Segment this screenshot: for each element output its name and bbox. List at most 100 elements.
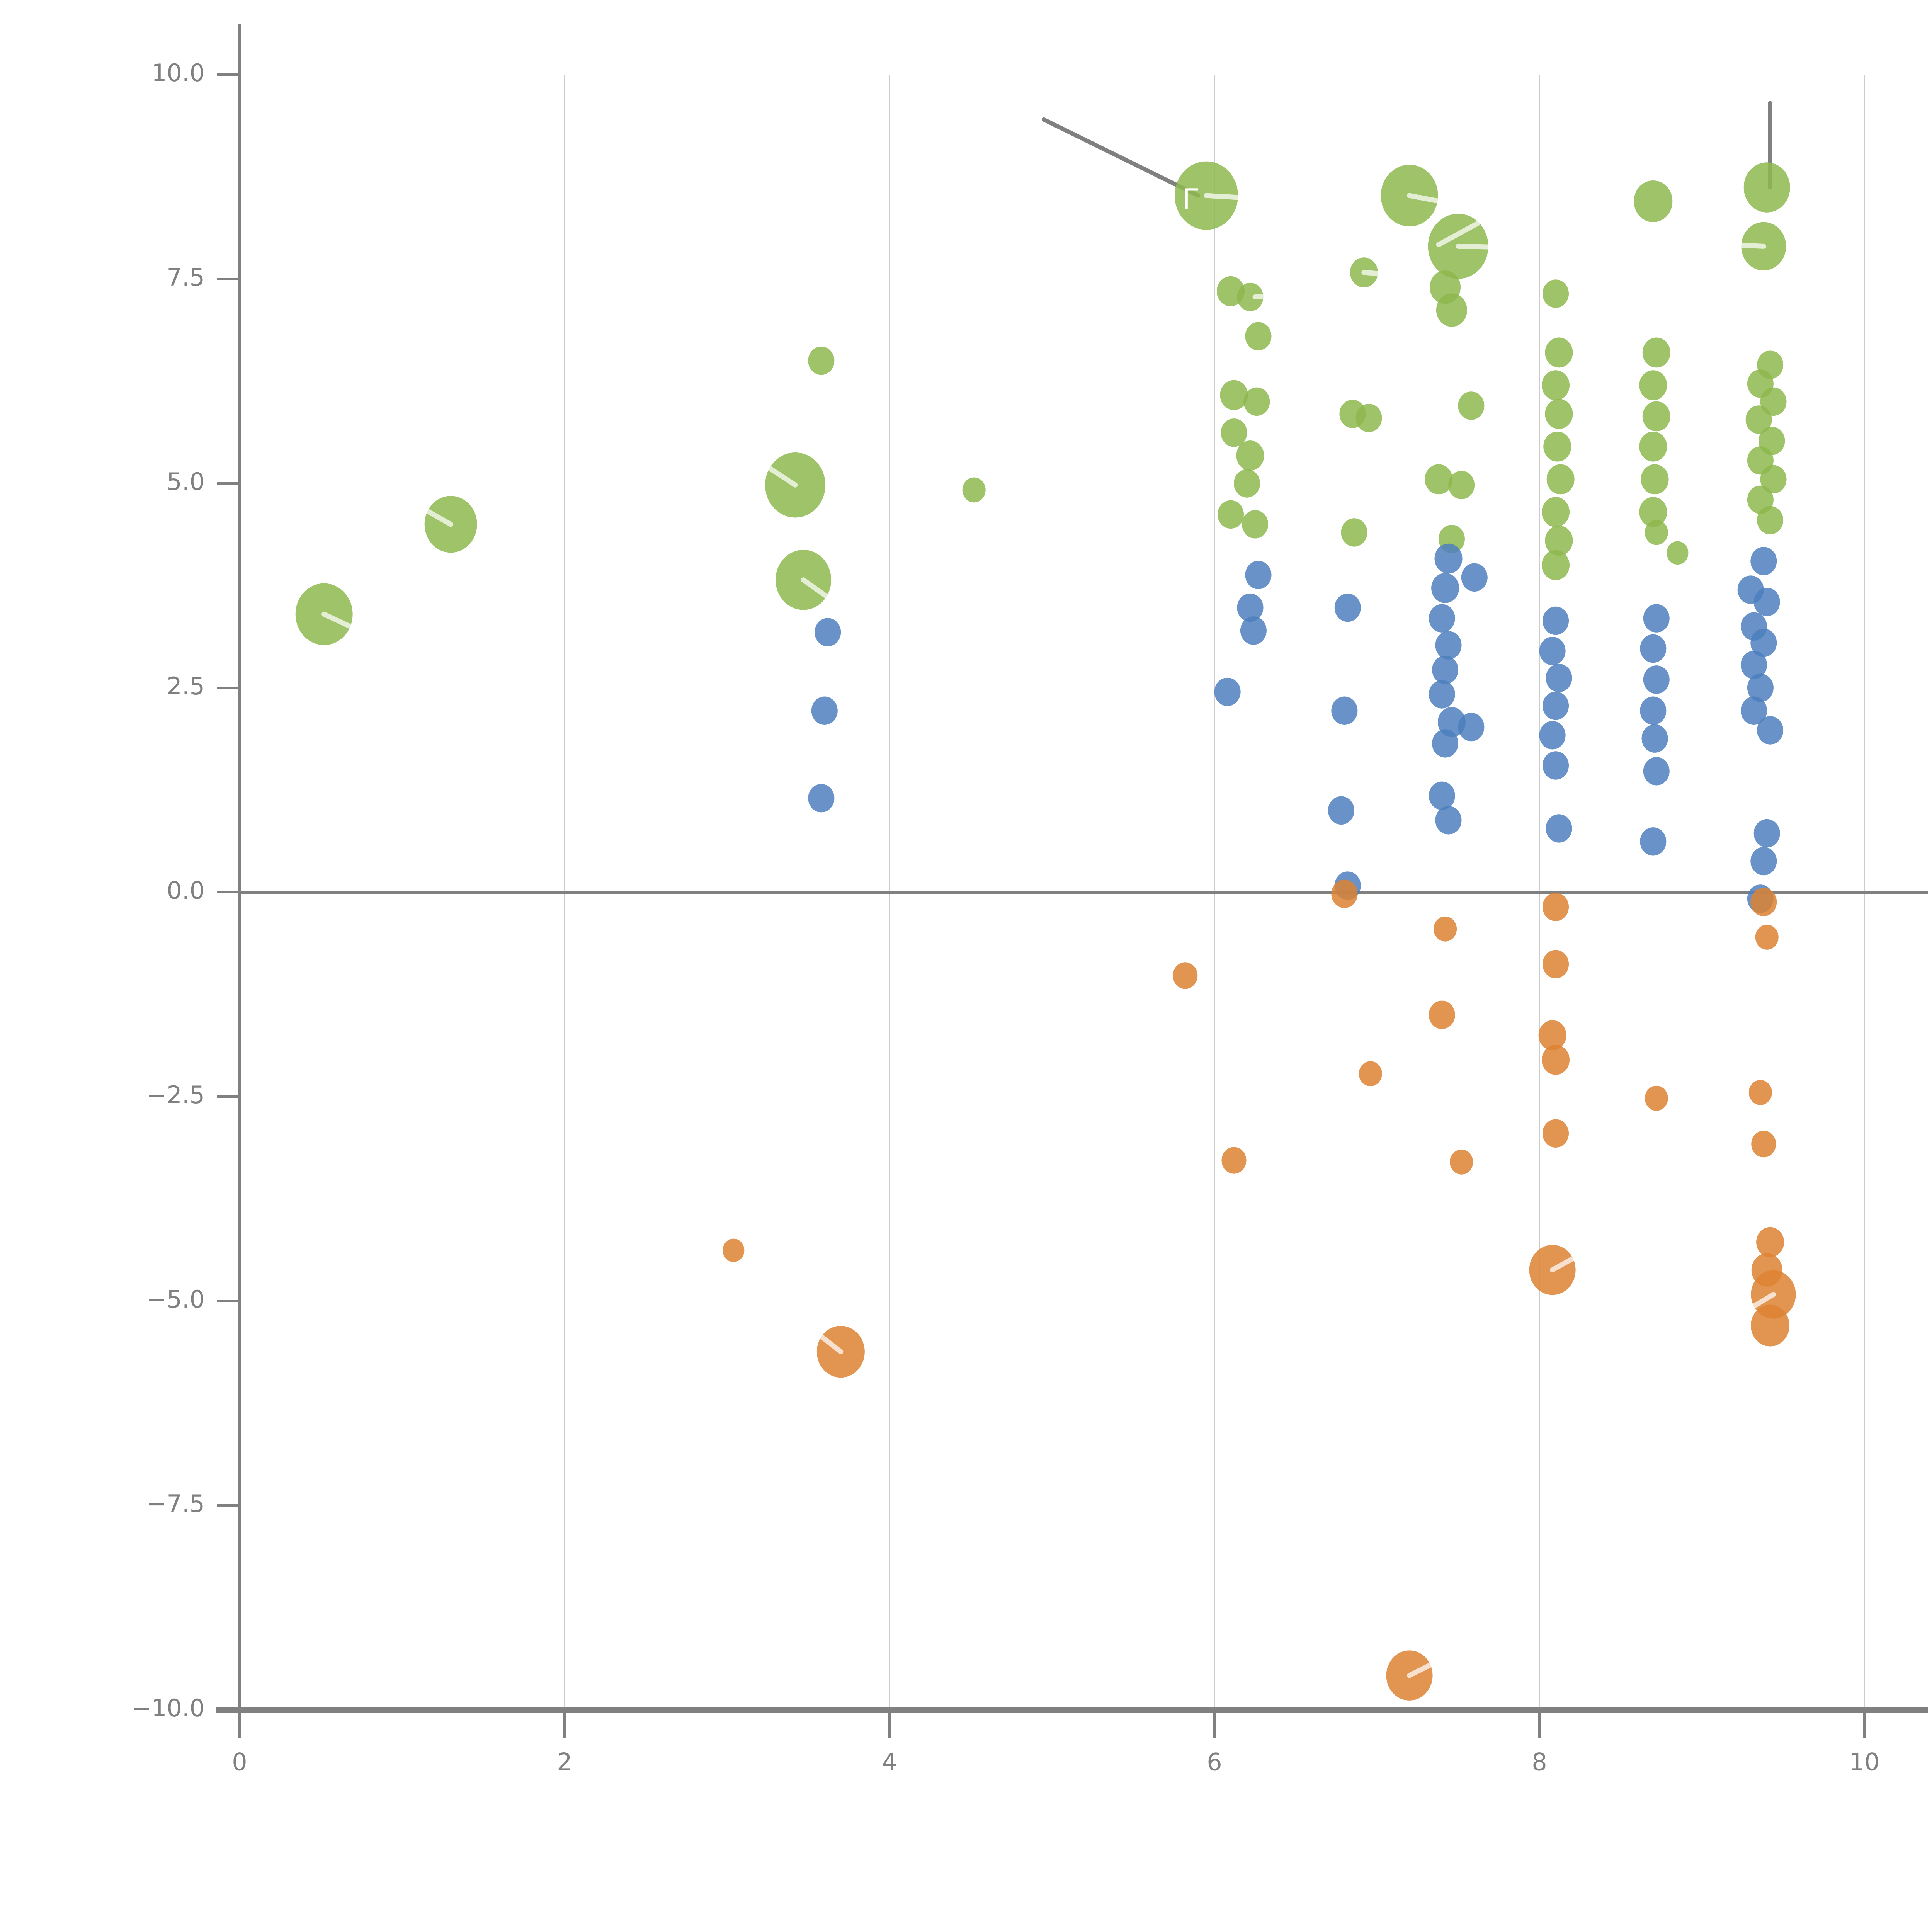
data-point-blue[interactable]: [808, 784, 835, 813]
data-point-orange[interactable]: [1538, 1020, 1566, 1051]
data-point-blue[interactable]: [1753, 588, 1780, 616]
data-point-blue[interactable]: [1429, 781, 1455, 810]
data-point-orange[interactable]: [723, 1238, 745, 1262]
data-point-green[interactable]: [1743, 162, 1790, 213]
data-point-blue[interactable]: [1328, 796, 1354, 825]
data-point-green[interactable]: [1634, 180, 1673, 222]
data-point-blue[interactable]: [1539, 637, 1566, 665]
data-point-blue[interactable]: [1543, 606, 1569, 635]
data-point-blue[interactable]: [1641, 724, 1668, 753]
data-point-green[interactable]: [1234, 469, 1260, 498]
data-point-green[interactable]: [1645, 520, 1668, 545]
data-point-green[interactable]: [1542, 497, 1570, 527]
data-point-blue[interactable]: [1640, 827, 1667, 856]
data-point-green[interactable]: [1237, 282, 1264, 311]
data-point-blue[interactable]: [1214, 677, 1241, 706]
data-point-blue[interactable]: [1643, 604, 1670, 633]
data-point-blue[interactable]: [1543, 691, 1569, 720]
data-point-green[interactable]: [1667, 541, 1689, 565]
data-point-green[interactable]: [1543, 279, 1569, 308]
data-point-blue[interactable]: [1546, 814, 1572, 843]
data-point-orange[interactable]: [1331, 879, 1358, 908]
data-point-green[interactable]: [1218, 500, 1244, 529]
data-point-orange[interactable]: [1751, 1304, 1790, 1347]
data-point-green[interactable]: [1242, 510, 1269, 539]
data-point-green[interactable]: [1641, 464, 1669, 495]
data-point-blue[interactable]: [1750, 628, 1777, 657]
data-point-blue[interactable]: [1741, 651, 1767, 679]
data-point-blue[interactable]: [1741, 696, 1767, 725]
data-point-green[interactable]: [1757, 506, 1784, 534]
data-point-green[interactable]: [1639, 370, 1667, 400]
data-point-blue[interactable]: [1245, 561, 1272, 589]
data-point-blue[interactable]: [1432, 655, 1459, 684]
data-point-blue[interactable]: [1757, 716, 1784, 745]
data-point-blue[interactable]: [1458, 713, 1485, 742]
data-point-blue[interactable]: [1461, 563, 1488, 592]
data-point-orange[interactable]: [1359, 1061, 1382, 1087]
data-point-green[interactable]: [1639, 497, 1667, 527]
data-point-blue[interactable]: [815, 618, 841, 646]
data-point-blue[interactable]: [1334, 593, 1361, 622]
data-point-blue[interactable]: [1435, 806, 1462, 835]
data-point-green[interactable]: [1448, 471, 1475, 499]
data-point-orange[interactable]: [1750, 888, 1777, 917]
data-point-blue[interactable]: [811, 696, 838, 725]
data-point-blue[interactable]: [1432, 729, 1459, 758]
data-point-green[interactable]: [1245, 322, 1272, 350]
data-point-orange[interactable]: [1755, 924, 1779, 950]
data-point-blue[interactable]: [1431, 573, 1459, 603]
data-point-blue[interactable]: [1543, 751, 1569, 780]
data-point-orange[interactable]: [1756, 1227, 1784, 1257]
data-point-green[interactable]: [1221, 418, 1247, 447]
data-point-green[interactable]: [1642, 401, 1670, 432]
data-point-orange[interactable]: [1748, 1080, 1772, 1105]
data-point-green[interactable]: [1458, 391, 1485, 420]
data-point-blue[interactable]: [1750, 547, 1777, 575]
data-points[interactable]: [295, 161, 1796, 1701]
data-point-green[interactable]: [1639, 431, 1667, 462]
data-point-orange[interactable]: [1543, 950, 1569, 978]
data-point-orange[interactable]: [1173, 962, 1198, 989]
data-point-green[interactable]: [1542, 550, 1570, 580]
data-point-green[interactable]: [1546, 464, 1575, 495]
data-point-green[interactable]: [1220, 380, 1248, 410]
data-point-orange[interactable]: [1543, 1119, 1569, 1148]
data-point-blue[interactable]: [1435, 631, 1462, 660]
data-point-blue[interactable]: [1753, 819, 1780, 848]
data-point-orange[interactable]: [1543, 893, 1569, 921]
data-point-green[interactable]: [1545, 337, 1573, 368]
data-point-blue[interactable]: [1240, 616, 1267, 645]
data-point-orange[interactable]: [1434, 916, 1457, 942]
data-point-green[interactable]: [1243, 387, 1270, 416]
data-point-blue[interactable]: [1539, 721, 1566, 750]
data-point-green[interactable]: [1745, 405, 1772, 434]
data-point-green[interactable]: [1355, 404, 1382, 432]
data-point-blue[interactable]: [1434, 543, 1463, 574]
data-point-blue[interactable]: [1331, 696, 1358, 725]
data-point-blue[interactable]: [1237, 593, 1264, 622]
data-point-green[interactable]: [1760, 465, 1787, 494]
data-point-green[interactable]: [1341, 518, 1367, 547]
data-point-green[interactable]: [1545, 399, 1573, 429]
data-point-green[interactable]: [962, 477, 986, 503]
data-point-green[interactable]: [1425, 464, 1453, 495]
data-point-green[interactable]: [1236, 440, 1264, 471]
data-point-blue[interactable]: [1640, 696, 1667, 725]
data-point-blue[interactable]: [1429, 604, 1455, 633]
data-point-green[interactable]: [808, 346, 835, 375]
data-point-blue[interactable]: [1643, 665, 1670, 694]
data-point-green[interactable]: [1545, 526, 1573, 556]
data-point-green[interactable]: [1436, 293, 1467, 327]
data-point-orange[interactable]: [1645, 1085, 1668, 1111]
data-point-orange[interactable]: [1450, 1149, 1473, 1175]
data-point-blue[interactable]: [1747, 673, 1774, 702]
data-point-orange[interactable]: [1429, 1000, 1455, 1029]
data-point-blue[interactable]: [1640, 634, 1667, 663]
data-point-orange[interactable]: [1542, 1044, 1570, 1075]
data-point-orange[interactable]: [1221, 1147, 1247, 1174]
data-point-green[interactable]: [1642, 337, 1670, 368]
data-point-orange[interactable]: [1751, 1131, 1776, 1158]
data-point-green[interactable]: [1542, 370, 1570, 400]
data-point-blue[interactable]: [1643, 757, 1670, 786]
